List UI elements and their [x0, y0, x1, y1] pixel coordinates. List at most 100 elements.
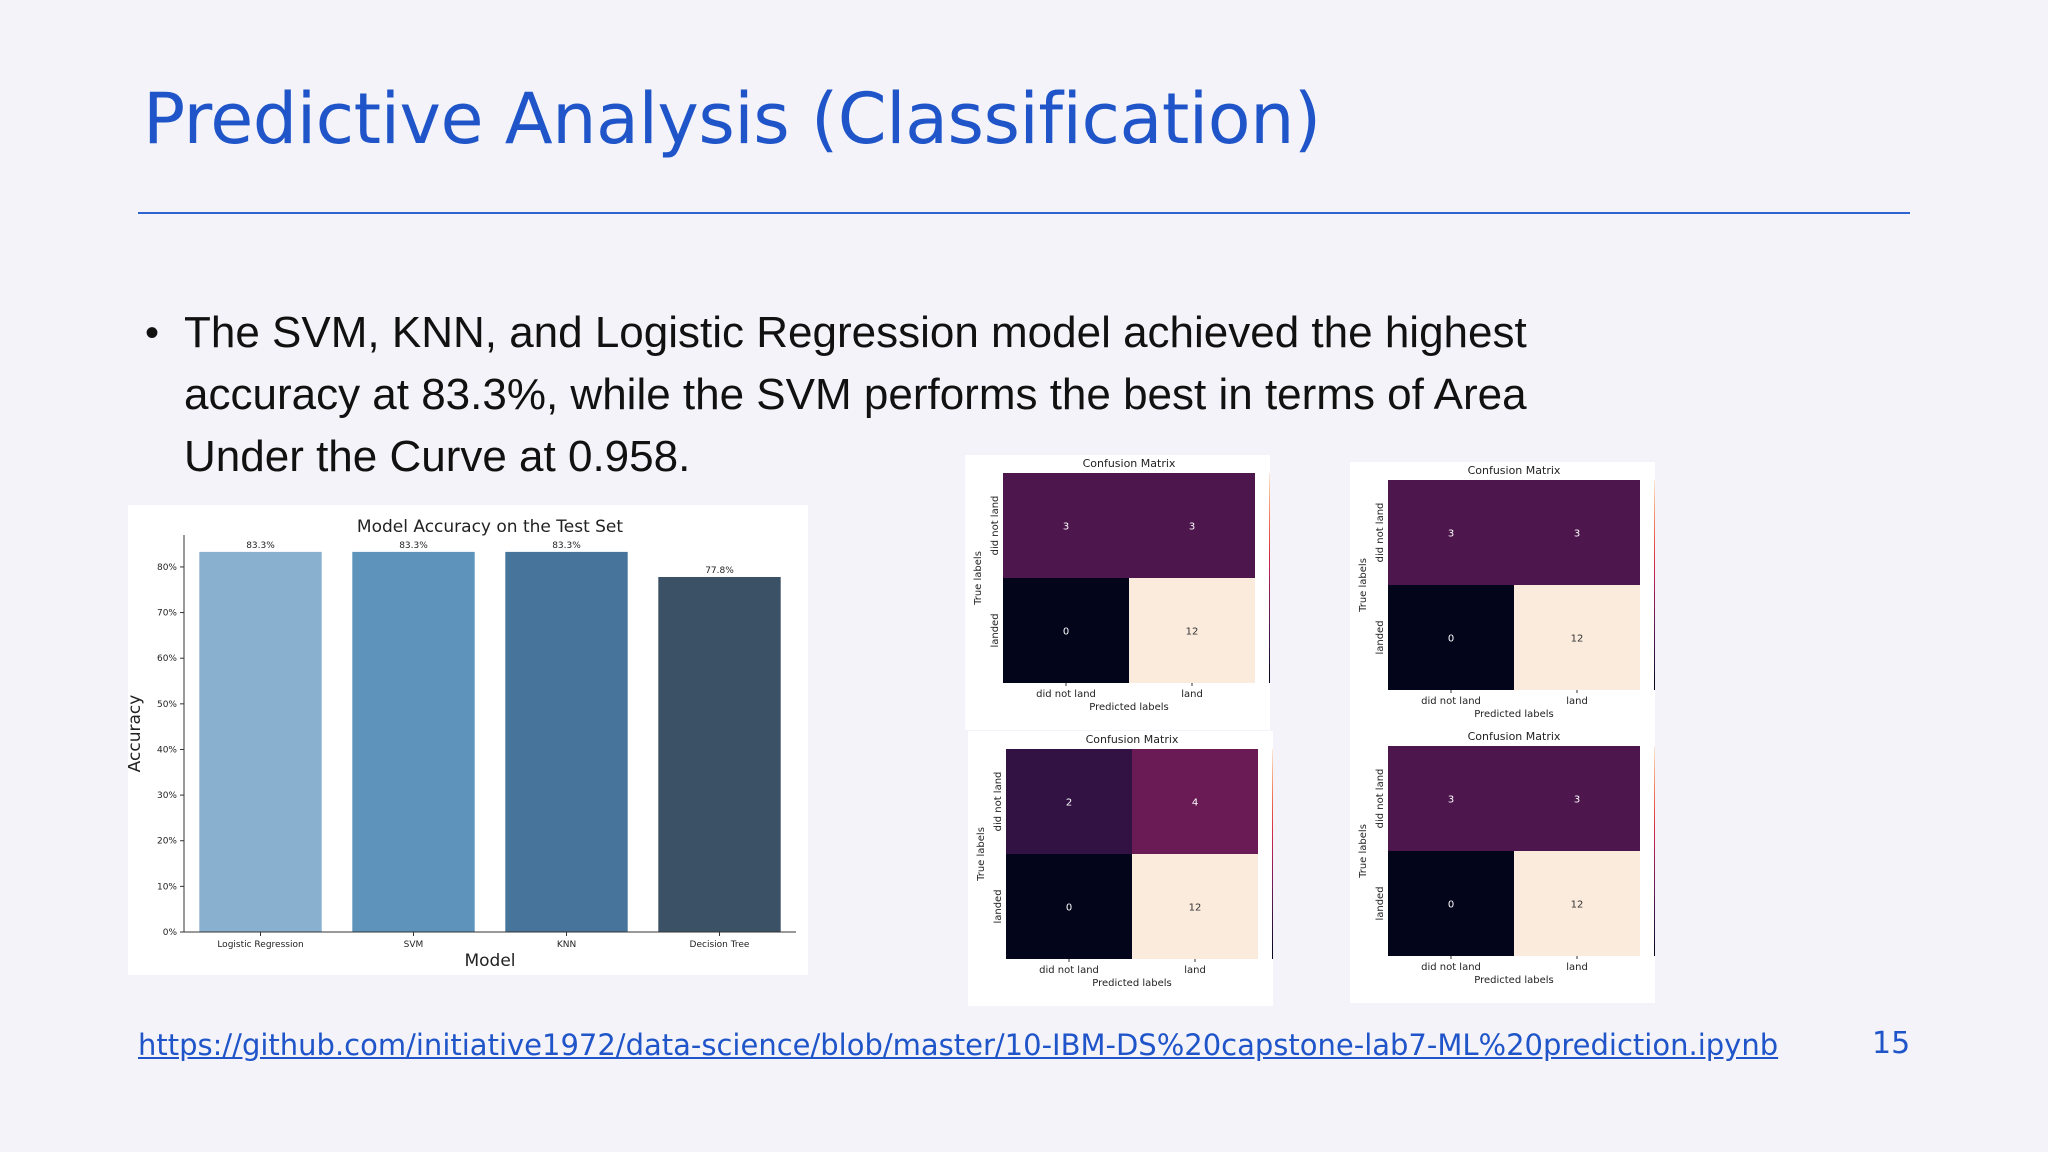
bar-2 [352, 551, 475, 932]
x-tick-label-4: Decision Tree [690, 940, 750, 950]
confusion-matrix-3-svg: Confusion Matrix 2 4 0 12 did not land land Pre… [976, 733, 1302, 989]
cm-3-cell-1-1 [1132, 854, 1258, 959]
cm-3-ylabel: True labels [976, 827, 987, 882]
bar-3 [505, 551, 628, 932]
cm-4-value-0-1: 3 [1574, 795, 1580, 806]
y-tick-label-5: 40% [157, 745, 177, 755]
cm-1-cell-0-0 [1003, 473, 1129, 578]
cm-2-y-tick-label-2: landed [1375, 620, 1386, 654]
cm-3-value-0-1: 4 [1192, 798, 1198, 809]
cm-2-cell-1-0 [1388, 585, 1514, 690]
cm-3-xlabel: Predicted labels [1092, 978, 1172, 989]
bar-4 [658, 576, 781, 932]
cm-2-xlabel: Predicted labels [1474, 709, 1554, 720]
cm-4-x-tick-label-2: land [1566, 962, 1588, 973]
bullet-point: • The SVM, KNN, and Logistic Regression … [145, 302, 1645, 488]
cm-4-cell-1-0 [1388, 851, 1514, 956]
cm-4-xlabel: Predicted labels [1474, 975, 1554, 986]
cm-1-value-0-1: 3 [1189, 522, 1195, 533]
cm-2-colorbar [1654, 480, 1666, 690]
cm-1-y-tick-label-2: landed [990, 613, 1001, 647]
cm-4-cell-0-0 [1388, 746, 1514, 851]
cm-1-xlabel: Predicted labels [1089, 702, 1169, 713]
accuracy-bar-chart-svg: Model Accuracy on the Test Set 83.3% Logis… [125, 517, 796, 971]
cm-4-cell-1-1 [1514, 851, 1640, 956]
cm-4-value-1-1: 12 [1571, 900, 1584, 911]
bar-chart-title: Model Accuracy on the Test Set [357, 517, 623, 537]
cm-title-4: Confusion Matrix [1468, 730, 1561, 743]
bar-data-label-1: 83.3% [246, 541, 275, 551]
cm-2-value-1-0: 0 [1448, 634, 1454, 645]
x-tick-label-3: KNN [557, 940, 576, 950]
cm-title-3: Confusion Matrix [1086, 733, 1179, 746]
cm-3-cell-0-0 [1006, 749, 1132, 854]
y-tick-label-2: 10% [157, 882, 177, 892]
confusion-matrix-2: Confusion Matrix 3 3 0 12 did not land land Pre… [1350, 462, 1684, 737]
cm-3-cell-0-1 [1132, 749, 1258, 854]
cm-4-colorbar [1654, 746, 1666, 956]
y-tick-label-8: 70% [157, 609, 177, 619]
cm-title-2: Confusion Matrix [1468, 464, 1561, 477]
cm-1-x-tick-label-1: did not land [1036, 689, 1096, 700]
bar-1 [199, 551, 322, 932]
cm-2-x-tick-label-2: land [1566, 696, 1588, 707]
cm-2-value-1-1: 12 [1571, 634, 1584, 645]
y-tick-label-1: 0% [163, 928, 178, 938]
cm-3-value-1-1: 12 [1189, 903, 1202, 914]
cm-1-cell-1-1 [1129, 578, 1255, 683]
cm-2-cell-0-0 [1388, 480, 1514, 585]
cm-4-cell-0-1 [1514, 746, 1640, 851]
cm-3-value-1-0: 0 [1066, 903, 1072, 914]
confusion-matrix-4: Confusion Matrix 3 3 0 12 did not land land Pre… [1350, 728, 1684, 1003]
cm-2-x-tick-label-1: did not land [1421, 696, 1481, 707]
cm-4-value-0-0: 3 [1448, 795, 1454, 806]
cm-1-colorbar [1269, 473, 1281, 683]
cm-3-x-tick-label-1: did not land [1039, 965, 1099, 976]
cm-1-y-tick-label-1: did not land [990, 496, 1001, 556]
cm-3-x-tick-label-2: land [1184, 965, 1206, 976]
confusion-matrix-4-svg: Confusion Matrix 3 3 0 12 did not land land Pre… [1358, 730, 1684, 986]
slide-title: Predictive Analysis (Classification) [143, 78, 1321, 160]
cm-1-value-0-0: 3 [1063, 522, 1069, 533]
cm-3-y-tick-label-1: did not land [993, 772, 1004, 832]
x-tick-label-1: Logistic Regression [217, 940, 303, 950]
y-tick-label-3: 20% [157, 837, 177, 847]
cm-4-ylabel: True labels [1358, 824, 1369, 879]
cm-1-x-tick-label-2: land [1181, 689, 1203, 700]
y-axis-label: Accuracy [128, 695, 145, 773]
x-tick-label-2: SVM [404, 940, 424, 950]
bar-data-label-2: 83.3% [399, 541, 428, 551]
cm-4-y-tick-label-1: did not land [1375, 769, 1386, 829]
confusion-matrix-3: Confusion Matrix 2 4 0 12 did not land land Pre… [968, 731, 1302, 1006]
cm-1-cell-0-1 [1129, 473, 1255, 578]
cm-2-y-tick-label-1: did not land [1375, 503, 1386, 563]
bar-data-label-4: 77.8% [705, 566, 734, 576]
cm-4-y-tick-label-2: landed [1375, 886, 1386, 920]
cm-2-value-0-0: 3 [1448, 529, 1454, 540]
cm-3-colorbar [1272, 749, 1284, 959]
x-axis-label: Model [464, 951, 515, 971]
cm-1-value-1-0: 0 [1063, 627, 1069, 638]
bar-data-label-3: 83.3% [552, 541, 581, 551]
bullet-text: The SVM, KNN, and Logistic Regression mo… [184, 308, 1527, 481]
bullet-dot-icon: • [145, 311, 160, 355]
cm-2-ylabel: True labels [1358, 558, 1369, 613]
accuracy-bar-chart: Model Accuracy on the Test Set 83.3% Logis… [125, 505, 808, 975]
y-tick-label-9: 80% [157, 563, 177, 573]
notebook-link[interactable]: https://github.com/initiative1972/data-s… [138, 1028, 1779, 1062]
cm-3-cell-1-0 [1006, 854, 1132, 959]
cm-4-x-tick-label-1: did not land [1421, 962, 1481, 973]
y-tick-label-6: 50% [157, 700, 177, 710]
y-tick-label-4: 30% [157, 791, 177, 801]
cm-4-value-1-0: 0 [1448, 900, 1454, 911]
confusion-matrix-1: Confusion Matrix 3 3 0 12 did not land land Pre… [965, 455, 1299, 730]
cm-2-value-0-1: 3 [1574, 529, 1580, 540]
page-number: 15 [1872, 1026, 1911, 1061]
cm-3-value-0-0: 2 [1066, 798, 1072, 809]
y-tick-label-7: 60% [157, 654, 177, 664]
title-divider [138, 212, 1910, 214]
cm-1-value-1-1: 12 [1186, 627, 1199, 638]
cm-1-ylabel: True labels [973, 551, 984, 606]
confusion-matrix-2-svg: Confusion Matrix 3 3 0 12 did not land land Pre… [1358, 464, 1684, 720]
cm-title-1: Confusion Matrix [1083, 457, 1176, 470]
